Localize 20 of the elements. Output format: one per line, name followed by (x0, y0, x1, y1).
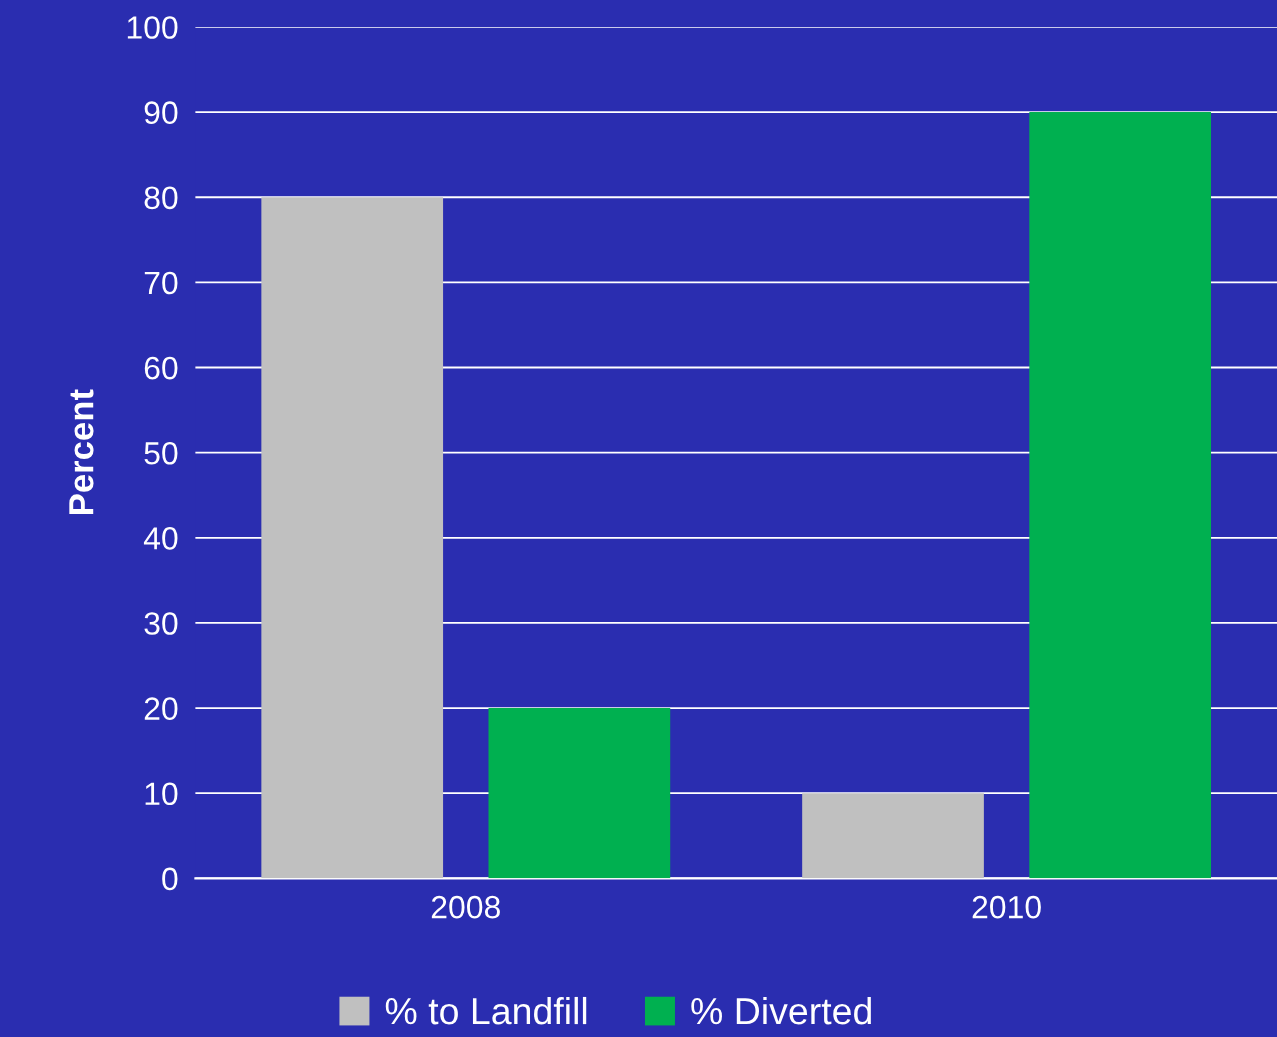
legend-label: % Diverted (691, 996, 871, 1025)
y-tick-label: 100 (127, 16, 178, 39)
y-tick-label: 50 (144, 441, 178, 465)
y-tick-label: 10 (145, 782, 178, 806)
x-tick-label: 2008 (431, 895, 500, 919)
bar (261, 197, 444, 879)
y-tick-label: 80 (144, 186, 178, 210)
y-tick-label: 20 (144, 697, 178, 720)
y-tick-label: 90 (144, 101, 178, 124)
y-tick-label: 40 (143, 527, 178, 550)
y-tick-label: 70 (144, 271, 178, 295)
y-tick-label: 0 (162, 867, 178, 891)
bar (488, 708, 671, 879)
y-axis-title: Percent (69, 389, 94, 515)
x-tick-label: 2010 (972, 895, 1041, 919)
legend-label: % to Landfill (385, 996, 587, 1025)
y-tick-label: 60 (144, 356, 178, 380)
bar (802, 793, 984, 879)
y-tick-label: 30 (144, 612, 178, 635)
bar (1029, 112, 1212, 879)
